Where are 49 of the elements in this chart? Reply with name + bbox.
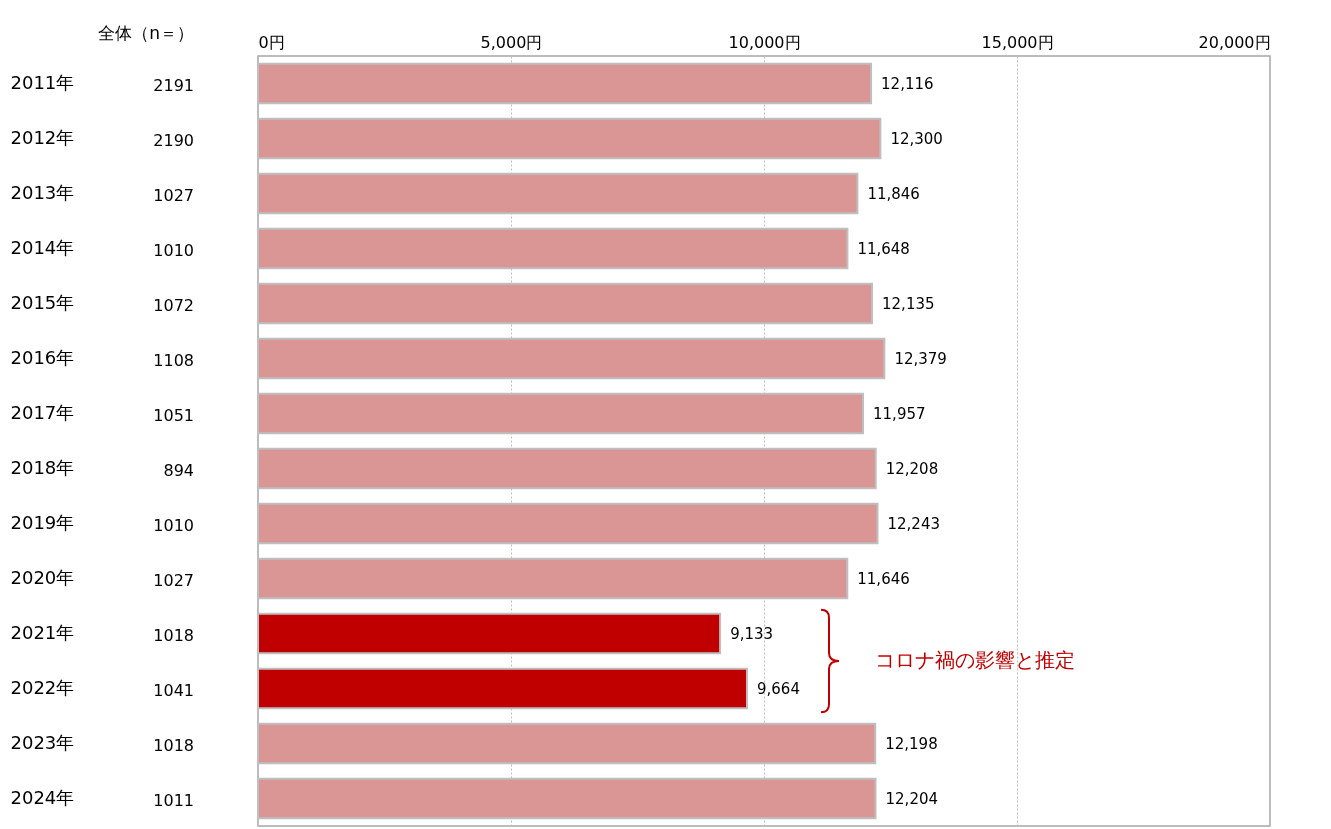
y-tick-label: 2020年 bbox=[10, 566, 75, 588]
text: 1027 bbox=[153, 185, 194, 205]
text: 1072 bbox=[153, 295, 194, 315]
y-tick-label: 2013年 bbox=[10, 181, 75, 203]
y-tick-label: 2024年 bbox=[10, 786, 75, 808]
y-tick-label: 2014年 bbox=[10, 236, 75, 258]
data-label: 12,379 bbox=[894, 349, 947, 368]
text: 2191 bbox=[153, 75, 194, 95]
y-tick-label: 2016年 bbox=[10, 346, 75, 368]
data-label: 9,133 bbox=[730, 624, 774, 643]
y-tick-label: 2012年 bbox=[10, 126, 75, 148]
y-tick-label: 2019年 bbox=[10, 511, 75, 533]
data-label: 12,243 bbox=[887, 514, 940, 533]
annotation: コロナ禍の影響と推定 bbox=[875, 648, 1075, 672]
data-label: 11,648 bbox=[857, 239, 910, 258]
y-tick-label: 2021年 bbox=[10, 621, 75, 643]
x-tick-label: 15,000円 bbox=[981, 32, 1054, 52]
y-tick-label: 2022年 bbox=[10, 676, 75, 698]
data-label: 11,846 bbox=[867, 184, 920, 203]
text: 1011 bbox=[153, 790, 194, 810]
data-label: 11,646 bbox=[857, 569, 910, 588]
text: 2190 bbox=[153, 130, 194, 150]
data-label: 12,204 bbox=[885, 789, 939, 808]
x-tick-label: 0円 bbox=[258, 32, 285, 52]
text: 1051 bbox=[153, 405, 194, 425]
data-label: 12,300 bbox=[890, 129, 943, 148]
data-label: 12,208 bbox=[885, 459, 939, 478]
text: 1018 bbox=[153, 625, 194, 645]
data-label: 12,116 bbox=[881, 74, 934, 93]
data-label: 12,198 bbox=[885, 734, 938, 753]
text: 1010 bbox=[153, 240, 194, 260]
data-label: 11,957 bbox=[873, 404, 926, 423]
text: 1108 bbox=[153, 350, 194, 370]
y-tick-label: 2017年 bbox=[10, 401, 75, 423]
x-tick-label: 10,000円 bbox=[728, 32, 801, 52]
data-label: 9,664 bbox=[757, 679, 800, 698]
y-tick-label: 2023年 bbox=[10, 731, 75, 753]
data-label: 12,135 bbox=[882, 294, 935, 313]
y-tick-label: 2018年 bbox=[10, 456, 75, 478]
y-tick-label: 2011年 bbox=[10, 71, 75, 93]
text: 1027 bbox=[153, 570, 194, 590]
x-tick-label: 20,000円 bbox=[1198, 32, 1271, 52]
text: 全体（n＝） bbox=[98, 23, 194, 43]
text: 894 bbox=[163, 460, 194, 480]
text: 1010 bbox=[153, 515, 194, 535]
y-tick-label: 2015年 bbox=[10, 291, 75, 313]
x-tick-label: 5,000円 bbox=[480, 32, 543, 52]
text: 1018 bbox=[153, 735, 194, 755]
text: 1041 bbox=[153, 680, 194, 700]
